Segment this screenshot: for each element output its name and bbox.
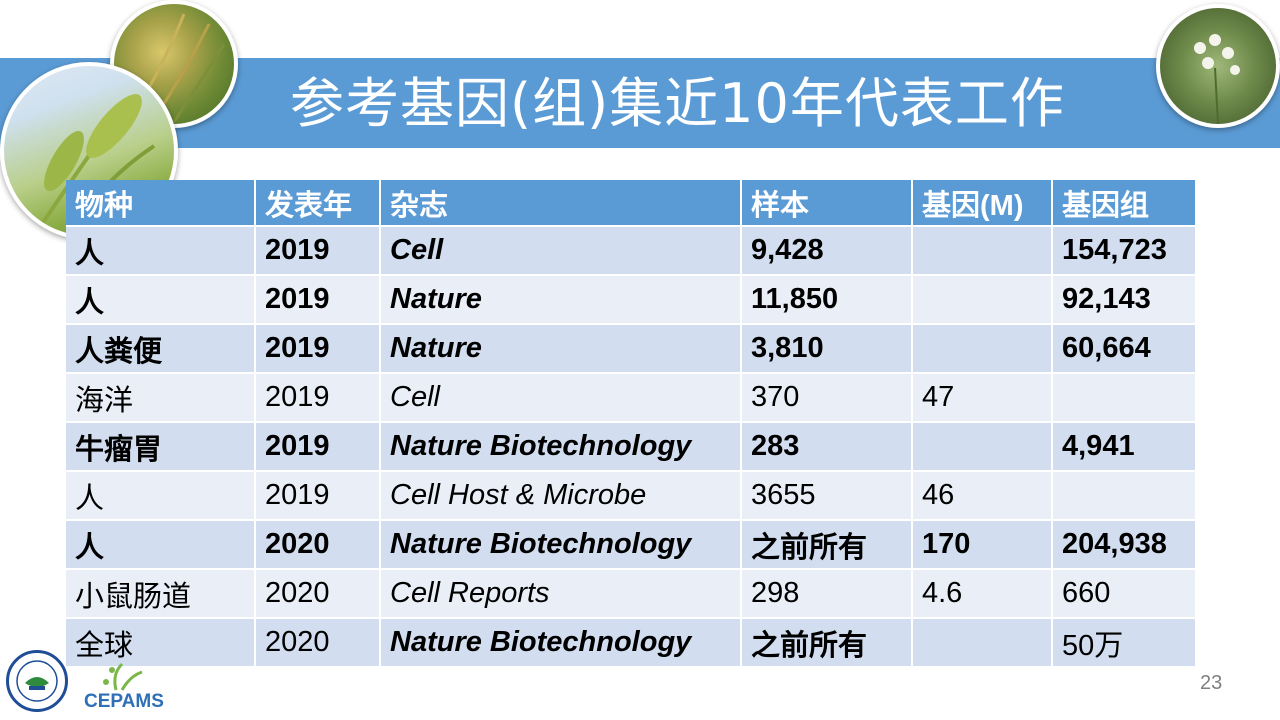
cell-samples: 11,850 <box>741 275 913 325</box>
cell-samples: 9,428 <box>741 226 913 276</box>
cell-year: 2020 <box>255 618 381 668</box>
cell-genomes: 50万 <box>1052 618 1197 668</box>
cell-genomes: 60,664 <box>1052 324 1197 374</box>
table-row: 人 2020 Nature Biotechnology 之前所有 170 204… <box>66 520 1197 570</box>
cell-journal: Nature Biotechnology <box>380 618 742 668</box>
table-row: 海洋 2019 Cell 370 47 <box>66 373 1197 423</box>
table-row: 牛瘤胃 2019 Nature Biotechnology 283 4,941 <box>66 422 1197 472</box>
cell-year: 2019 <box>255 324 381 374</box>
header-year: 发表年 <box>255 180 381 227</box>
cell-genes <box>912 618 1053 668</box>
cell-genes <box>912 422 1053 472</box>
cell-journal: Cell Reports <box>380 569 742 619</box>
cell-journal: Nature <box>380 324 742 374</box>
cell-year: 2019 <box>255 275 381 325</box>
cell-genes <box>912 226 1053 276</box>
cell-genes: 4.6 <box>912 569 1053 619</box>
header-samples: 样本 <box>741 180 913 227</box>
cell-genomes: 92,143 <box>1052 275 1197 325</box>
cell-genes <box>912 324 1053 374</box>
cell-samples: 283 <box>741 422 913 472</box>
table-header-row: 物种 发表年 杂志 样本 基因(M) 基因组 <box>66 180 1197 227</box>
flower-photo <box>1156 4 1280 128</box>
cell-genomes <box>1052 471 1197 521</box>
cell-journal: Nature Biotechnology <box>380 520 742 570</box>
cell-species: 人 <box>66 275 256 325</box>
cell-species: 人 <box>66 226 256 276</box>
table-row: 人 2019 Cell 9,428 154,723 <box>66 226 1197 276</box>
reference-genome-table: 物种 发表年 杂志 样本 基因(M) 基因组 人 2019 Cell 9,428… <box>66 180 1197 668</box>
cell-year: 2020 <box>255 569 381 619</box>
cell-genomes <box>1052 373 1197 423</box>
cell-species: 人 <box>66 520 256 570</box>
cell-journal: Nature Biotechnology <box>380 422 742 472</box>
cell-genomes: 4,941 <box>1052 422 1197 472</box>
table-row: 人 2019 Nature 11,850 92,143 <box>66 275 1197 325</box>
cell-samples: 370 <box>741 373 913 423</box>
cell-samples: 3,810 <box>741 324 913 374</box>
table-row: 人粪便 2019 Nature 3,810 60,664 <box>66 324 1197 374</box>
cell-samples: 298 <box>741 569 913 619</box>
cell-species: 全球 <box>66 618 256 668</box>
cell-genomes: 660 <box>1052 569 1197 619</box>
cell-species: 人 <box>66 471 256 521</box>
cell-year: 2019 <box>255 422 381 472</box>
cell-species: 人粪便 <box>66 324 256 374</box>
header-genes: 基因(M) <box>912 180 1053 227</box>
header-genomes: 基因组 <box>1052 180 1197 227</box>
page-number: 23 <box>1200 672 1223 694</box>
table-row: 人 2019 Cell Host & Microbe 3655 46 <box>66 471 1197 521</box>
cell-journal: Cell <box>380 373 742 423</box>
cell-species: 海洋 <box>66 373 256 423</box>
cell-species: 小鼠肠道 <box>66 569 256 619</box>
cell-genes: 47 <box>912 373 1053 423</box>
cell-journal: Cell <box>380 226 742 276</box>
cell-journal: Cell Host & Microbe <box>380 471 742 521</box>
cell-samples: 之前所有 <box>741 618 913 668</box>
cell-year: 2020 <box>255 520 381 570</box>
cell-year: 2019 <box>255 226 381 276</box>
cell-year: 2019 <box>255 471 381 521</box>
table-row: 全球 2020 Nature Biotechnology 之前所有 50万 <box>66 618 1197 668</box>
cell-genomes: 204,938 <box>1052 520 1197 570</box>
cell-samples: 之前所有 <box>741 520 913 570</box>
slide-title: 参考基因(组)集近10年代表工作 <box>290 72 1065 135</box>
institution-seal-logo <box>6 650 68 712</box>
table-row: 小鼠肠道 2020 Cell Reports 298 4.6 660 <box>66 569 1197 619</box>
cell-genes <box>912 275 1053 325</box>
cell-species: 牛瘤胃 <box>66 422 256 472</box>
cell-genomes: 154,723 <box>1052 226 1197 276</box>
cell-genes: 46 <box>912 471 1053 521</box>
header-journal: 杂志 <box>380 180 742 227</box>
header-species: 物种 <box>66 180 256 227</box>
cepams-leaf-icon <box>82 660 166 716</box>
cell-journal: Nature <box>380 275 742 325</box>
cell-year: 2019 <box>255 373 381 423</box>
cell-samples: 3655 <box>741 471 913 521</box>
cepams-logo-text: CEPAMS <box>84 691 164 712</box>
cell-genes: 170 <box>912 520 1053 570</box>
